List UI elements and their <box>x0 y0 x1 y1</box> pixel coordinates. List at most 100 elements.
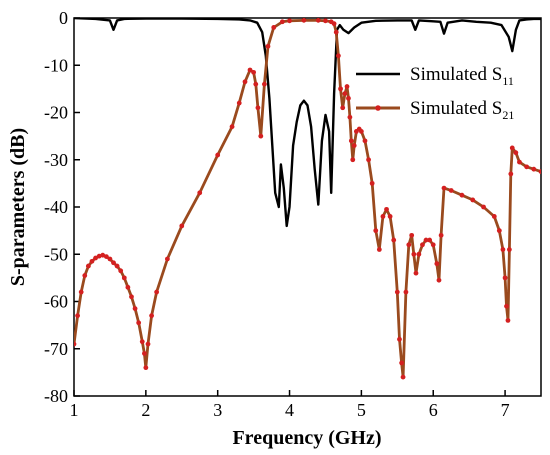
data-point-s21-32 <box>247 67 253 73</box>
data-point-s21-15 <box>125 284 131 290</box>
y-axis-ticks: 0 -10 -20 -30 -40 -50 -60 -70 -80 <box>44 8 80 406</box>
data-point-s21-64 <box>373 228 379 234</box>
data-point-s21-33 <box>251 69 257 75</box>
data-point-s21-2 <box>78 289 84 295</box>
data-point-s21-55 <box>348 138 354 144</box>
x-axis-label: Frequency (GHz) <box>232 427 381 449</box>
data-point-s21-23 <box>149 313 154 319</box>
y-tick-label-6: -60 <box>44 292 68 312</box>
data-point-s21-80 <box>420 242 425 248</box>
data-point-s21-50 <box>340 105 346 111</box>
data-point-s21-27 <box>197 190 203 196</box>
data-point-s21-73 <box>400 374 406 380</box>
data-point-s21-52 <box>344 84 350 89</box>
data-point-s21-30 <box>236 100 242 106</box>
y-tick-label-4: -40 <box>44 197 68 217</box>
data-point-s21-97 <box>505 318 511 323</box>
data-point-s21-93 <box>496 228 502 234</box>
data-point-s21-16 <box>129 294 134 300</box>
data-point-s21-69 <box>391 237 397 243</box>
series-line-s11 <box>74 18 541 228</box>
data-point-s21-48 <box>335 53 341 59</box>
data-point-s21-49 <box>338 86 343 92</box>
data-point-s21-51 <box>342 91 348 96</box>
legend-entry-s21: Simulated S21 <box>356 98 514 122</box>
data-point-s21-104 <box>531 166 537 172</box>
data-point-s21-19 <box>139 339 145 345</box>
data-point-s21-99 <box>508 171 514 177</box>
data-point-s21-87 <box>441 185 447 191</box>
data-point-s21-37 <box>261 81 267 87</box>
data-point-s21-22 <box>145 341 151 347</box>
plot-area: 1 2 3 4 5 6 7 0 -10 -20 -30 -40 -50 -60 -70 -80 <box>44 8 542 420</box>
data-point-s21-63 <box>369 180 375 186</box>
data-point-s21-68 <box>387 214 393 219</box>
data-point-s21-38 <box>265 43 271 49</box>
data-point-s21-74 <box>403 289 409 295</box>
legend-sub-s21: 21 <box>502 108 514 122</box>
data-point-s21-79 <box>416 251 422 257</box>
legend-entry-s11: Simulated S11 <box>356 64 514 88</box>
data-point-s21-86 <box>438 232 444 238</box>
data-point-s21-56 <box>350 157 356 163</box>
data-point-s21-1 <box>75 313 80 319</box>
data-point-s21-54 <box>347 114 353 120</box>
legend-marker-s21 <box>375 105 381 111</box>
data-point-s21-85 <box>436 277 442 283</box>
data-point-s21-4 <box>85 263 91 269</box>
data-point-s21-35 <box>255 105 261 111</box>
x-tick-label-0: 1 <box>70 400 79 420</box>
y-tick-label-0: 0 <box>59 8 68 28</box>
data-point-s21-92 <box>491 214 497 219</box>
data-point-s21-70 <box>394 289 400 295</box>
data-point-s21-13 <box>118 268 124 274</box>
legend-name-s21: Simulated S <box>410 98 502 119</box>
data-point-s21-89 <box>459 192 465 198</box>
data-point-s21-98 <box>506 247 512 252</box>
series-layer <box>74 18 541 380</box>
data-point-s21-46 <box>331 21 337 27</box>
data-point-s21-94 <box>500 247 506 252</box>
data-point-s21-62 <box>366 157 371 163</box>
y-axis-label: S-parameters (dB) <box>7 128 29 286</box>
data-point-s21-61 <box>362 138 368 144</box>
data-point-s21-76 <box>409 232 415 238</box>
data-point-s21-43 <box>315 18 321 23</box>
data-point-s21-21 <box>143 365 149 371</box>
legend-name-s11: Simulated S <box>410 64 502 85</box>
data-point-s21-36 <box>258 133 264 139</box>
data-point-s21-65 <box>376 247 382 252</box>
data-point-s21-39 <box>271 25 277 30</box>
data-point-s21-100 <box>509 145 515 151</box>
y-tick-label-2: -20 <box>44 103 68 123</box>
data-point-s21-17 <box>132 306 138 311</box>
data-point-s21-66 <box>380 214 386 219</box>
data-point-s21-105 <box>538 169 541 174</box>
y-tick-label-1: -10 <box>44 55 68 75</box>
y-tick-label-8: -80 <box>44 386 68 406</box>
data-point-s21-67 <box>384 206 389 212</box>
data-point-s21-75 <box>406 242 412 248</box>
x-axis-ticks: 1 2 3 4 5 6 7 <box>70 390 510 420</box>
data-point-s21-57 <box>351 143 357 148</box>
x-tick-label-1: 2 <box>141 400 150 420</box>
data-point-s21-31 <box>242 79 248 85</box>
data-point-s21-0 <box>74 341 77 347</box>
y-tick-label-5: -50 <box>44 244 68 264</box>
x-tick-label-4: 5 <box>357 400 366 420</box>
data-point-s21-96 <box>504 303 509 309</box>
data-point-s21-3 <box>82 273 88 278</box>
data-point-s21-8 <box>100 252 106 258</box>
data-point-s21-9 <box>103 254 109 260</box>
series-line-s21 <box>74 18 541 379</box>
data-point-s21-103 <box>524 164 530 170</box>
data-point-s21-20 <box>142 351 147 356</box>
legend-label-s11: Simulated S11 <box>410 64 514 88</box>
data-point-s21-84 <box>434 261 440 267</box>
data-point-s21-34 <box>253 81 259 87</box>
data-point-s21-88 <box>448 188 454 193</box>
data-point-s21-78 <box>413 270 419 276</box>
data-point-s21-12 <box>114 263 120 269</box>
data-point-s21-44 <box>323 18 328 24</box>
data-point-s21-41 <box>287 18 292 24</box>
